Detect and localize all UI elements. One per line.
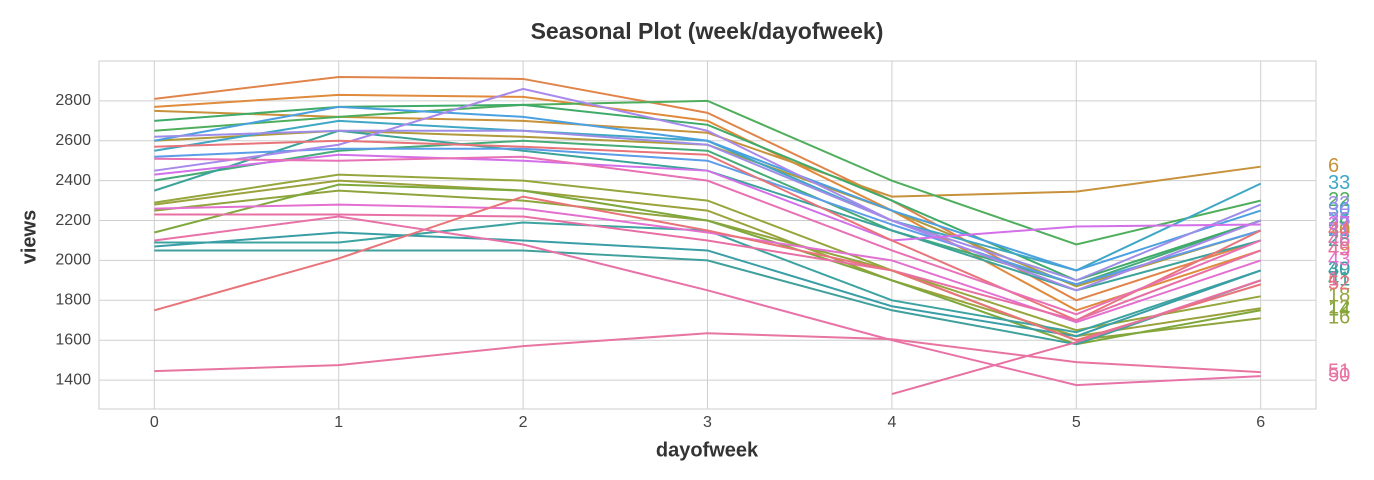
series-label: 43 bbox=[1328, 249, 1350, 271]
series-label: 6 bbox=[1328, 155, 1339, 177]
series-label: 16 bbox=[1328, 307, 1350, 329]
y-tick-label: 1600 bbox=[55, 331, 91, 348]
y-tick-label: 2000 bbox=[55, 252, 91, 269]
series-label: 45 bbox=[1328, 239, 1350, 261]
series-label: 37 bbox=[1328, 213, 1350, 235]
series-line bbox=[154, 87, 1262, 292]
series-line bbox=[154, 153, 1261, 242]
series-label: 18 bbox=[1328, 285, 1350, 307]
y-tick-label: 2400 bbox=[55, 172, 91, 189]
x-tick-label: 5 bbox=[1072, 414, 1081, 431]
series-line bbox=[154, 213, 1262, 322]
x-tick-label: 4 bbox=[887, 414, 896, 431]
series-label: 35 bbox=[1328, 209, 1350, 231]
series-label: 32 bbox=[1328, 193, 1350, 215]
x-axis-label: dayofweek bbox=[656, 439, 759, 461]
series-line bbox=[154, 105, 1261, 272]
series-label: 40 bbox=[1328, 259, 1350, 281]
x-tick-label: 2 bbox=[519, 414, 528, 431]
series-line bbox=[154, 155, 1262, 316]
series-line bbox=[154, 332, 1261, 374]
series-label: 41 bbox=[1328, 269, 1350, 291]
series-label: 33 bbox=[1328, 172, 1350, 194]
series-label: 24 bbox=[1328, 209, 1350, 231]
series-line bbox=[154, 173, 1261, 332]
series-label: 50 bbox=[1328, 364, 1350, 386]
x-tick-label: 0 bbox=[150, 414, 159, 431]
series-label: 30 bbox=[1328, 199, 1350, 221]
series-line bbox=[891, 279, 1261, 396]
y-axis-label: views bbox=[18, 210, 40, 264]
y-tick-label: 1800 bbox=[55, 292, 91, 309]
series-label: 20 bbox=[1328, 219, 1350, 241]
series-label: 46 bbox=[1328, 229, 1350, 251]
y-tick-label: 2200 bbox=[55, 212, 91, 229]
series-line bbox=[154, 249, 1262, 346]
series-label: 26 bbox=[1328, 209, 1350, 231]
series-line bbox=[154, 215, 1261, 387]
series-line bbox=[154, 231, 1262, 338]
series-label: 28 bbox=[1328, 229, 1350, 251]
series-label: 14 bbox=[1328, 299, 1350, 321]
series-label: 52 bbox=[1328, 273, 1350, 295]
series-line bbox=[154, 195, 1261, 342]
series-line bbox=[154, 129, 1262, 282]
series-line bbox=[154, 75, 1261, 302]
series-line bbox=[154, 203, 1261, 324]
series-label: 22 bbox=[1328, 189, 1350, 211]
series-label: 1 bbox=[1328, 269, 1339, 291]
y-tick-label: 2600 bbox=[55, 132, 91, 149]
series-label: 51 bbox=[1328, 360, 1350, 382]
series-label: 44 bbox=[1328, 219, 1350, 241]
series-label: 31 bbox=[1328, 219, 1350, 241]
series-label: 39 bbox=[1328, 259, 1350, 281]
y-tick-label: 1400 bbox=[55, 371, 91, 388]
x-tick-label: 1 bbox=[334, 414, 343, 431]
chart-title: Seasonal Plot (week/dayofweek) bbox=[531, 18, 884, 44]
series-line bbox=[154, 99, 1261, 246]
y-tick-label: 2800 bbox=[55, 92, 91, 109]
x-tick-label: 6 bbox=[1256, 414, 1265, 431]
series-label: 12 bbox=[1328, 297, 1350, 319]
series-label: 48 bbox=[1328, 229, 1350, 251]
series-label: 49 bbox=[1328, 239, 1350, 261]
series-line bbox=[154, 93, 1261, 312]
series-line bbox=[154, 147, 1261, 286]
x-tick-label: 3 bbox=[703, 414, 712, 431]
